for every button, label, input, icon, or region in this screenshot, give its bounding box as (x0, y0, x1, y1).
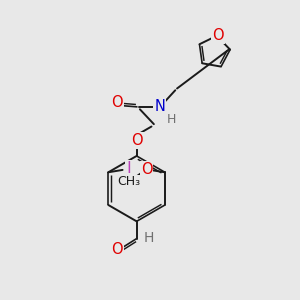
Text: CH₃: CH₃ (118, 175, 141, 188)
Text: O: O (131, 133, 142, 148)
Text: O: O (111, 95, 122, 110)
Text: I: I (127, 161, 131, 176)
Text: O: O (212, 28, 224, 43)
Text: H: H (143, 231, 154, 245)
Text: N: N (154, 99, 165, 114)
Text: O: O (112, 242, 123, 257)
Text: O: O (141, 162, 152, 177)
Text: H: H (166, 113, 176, 126)
